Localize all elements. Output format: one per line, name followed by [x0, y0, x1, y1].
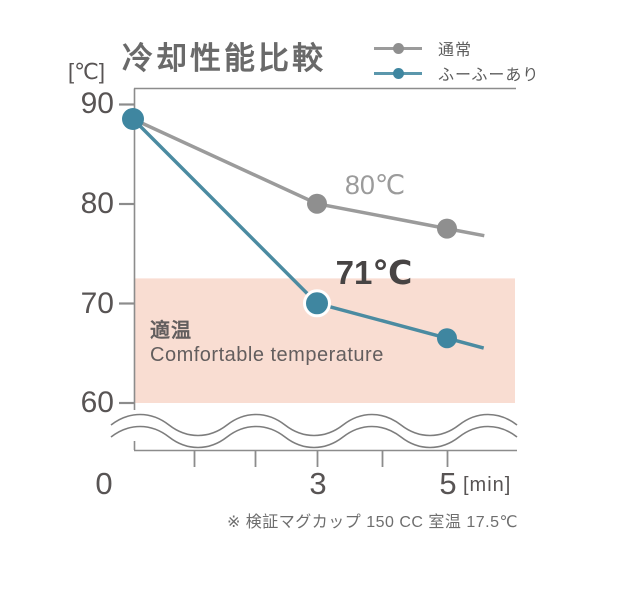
x-tick-5: 5: [439, 466, 457, 501]
legend: 通常 ふーふーあり: [374, 38, 540, 84]
data-point-0-2: [437, 218, 457, 239]
y-tick-60: 60: [80, 386, 114, 419]
series-line-0: [132, 117, 485, 238]
comfort-zone-sublabel: Comfortable temperature: [150, 344, 384, 366]
comfort-zone-label: 適温: [150, 320, 192, 342]
point-label-normal-3min: 80℃: [344, 170, 406, 200]
data-point-0-1: [307, 193, 327, 214]
point-label-fufu-3min: 71℃: [335, 254, 413, 291]
x-tick-0: 0: [95, 466, 113, 501]
data-point-1-2: [437, 328, 457, 349]
legend-item-fufu: ふーふーあり: [374, 63, 540, 84]
y-tick-marks: [119, 103, 134, 405]
x-axis-unit: [min]: [463, 474, 512, 496]
legend-line-dot-icon: [374, 63, 422, 83]
y-tick-90: 90: [80, 87, 114, 120]
legend-line-dot-icon: [374, 38, 422, 58]
x-tick-3: 3: [309, 466, 327, 501]
y-tick-80: 80: [80, 187, 114, 220]
y-tick-70: 70: [80, 287, 114, 320]
legend-label-fufu: ふーふーあり: [438, 67, 540, 84]
legend-item-normal: 通常: [374, 38, 539, 59]
axis-break-wave: [110, 413, 518, 449]
plot-frame: [133, 87, 517, 452]
series-line-1: [131, 117, 485, 350]
data-point-1-0: [122, 108, 144, 130]
data-point-1-1: [303, 289, 331, 318]
page-title: 冷却性能比較: [122, 41, 326, 76]
x-tick-marks: [193, 450, 449, 467]
legend-label-normal: 通常: [438, 42, 473, 59]
series-group: [122, 108, 485, 350]
footnote: ※ 検証マグカップ 150 CC 室温 17.5℃: [226, 514, 518, 531]
y-axis-unit: [℃]: [68, 59, 105, 84]
